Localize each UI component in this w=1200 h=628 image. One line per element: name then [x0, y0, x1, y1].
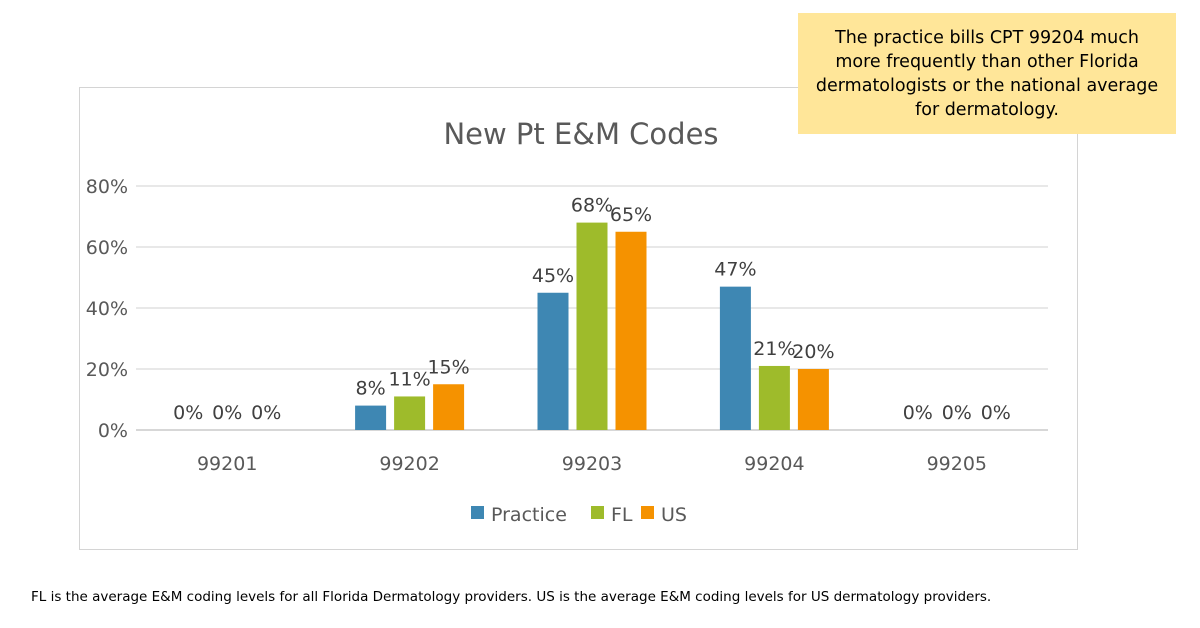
y-tick-label: 40%: [86, 298, 128, 320]
bar: [758, 365, 790, 430]
data-label: 65%: [610, 204, 652, 226]
y-tick-label: 0%: [98, 420, 128, 442]
data-label: 15%: [427, 356, 469, 378]
y-tick-label: 80%: [86, 176, 128, 198]
legend-swatch: [591, 506, 604, 519]
x-tick-label: 99201: [197, 453, 257, 475]
data-label: 0%: [251, 402, 281, 424]
y-tick-label: 20%: [86, 359, 128, 381]
data-label: 21%: [753, 338, 795, 360]
y-axis-labels: 0% 20% 40% 60% 80%: [86, 176, 128, 442]
chart-svg: New Pt E&M Codes 0% 20% 40% 60% 80% 0% 0% 0% 8%…: [86, 117, 1048, 526]
data-label: 20%: [792, 341, 834, 363]
data-label: 0%: [981, 402, 1011, 424]
data-label: 47%: [714, 259, 756, 281]
data-label: 0%: [903, 402, 933, 424]
data-label: 8%: [356, 378, 386, 400]
x-tick-label: 99205: [927, 453, 987, 475]
chart-title: New Pt E&M Codes: [443, 117, 718, 151]
bar: [576, 222, 608, 430]
footnote: FL is the average E&M coding levels for …: [31, 589, 992, 605]
bar: [537, 292, 569, 430]
data-label: 0%: [212, 402, 242, 424]
y-tick-label: 60%: [86, 237, 128, 259]
legend-label: FL: [611, 504, 633, 526]
bar: [355, 405, 387, 430]
legend-swatch: [641, 506, 654, 519]
bars: [355, 222, 829, 430]
x-tick-label: 99203: [562, 453, 622, 475]
data-label: 45%: [532, 265, 574, 287]
callout-text: The practice bills CPT 99204 much more f…: [815, 27, 1159, 120]
chart-frame: New Pt E&M Codes 0% 20% 40% 60% 80% 0% 0% 0% 8%…: [79, 87, 1078, 550]
legend-label: US: [661, 504, 687, 526]
bar: [615, 231, 647, 430]
bar: [797, 369, 829, 430]
legend-swatch: [471, 506, 484, 519]
bar: [719, 286, 751, 430]
x-axis-labels: 99201 99202 99203 99204 99205: [197, 453, 987, 475]
data-label: 11%: [388, 368, 430, 390]
legend: Practice FL US: [471, 504, 687, 526]
data-label: 0%: [173, 402, 203, 424]
bar: [394, 396, 426, 430]
data-label: 0%: [942, 402, 972, 424]
x-tick-label: 99204: [744, 453, 804, 475]
bar: [433, 384, 465, 430]
data-label: 68%: [571, 195, 613, 217]
data-labels: 0% 0% 0% 8% 11%15% 45% 68%65% 47% 21%20% 0% 0% 0%: [173, 195, 1011, 424]
x-tick-label: 99202: [379, 453, 439, 475]
legend-label: Practice: [491, 504, 567, 526]
callout-note: The practice bills CPT 99204 much more f…: [798, 13, 1176, 134]
